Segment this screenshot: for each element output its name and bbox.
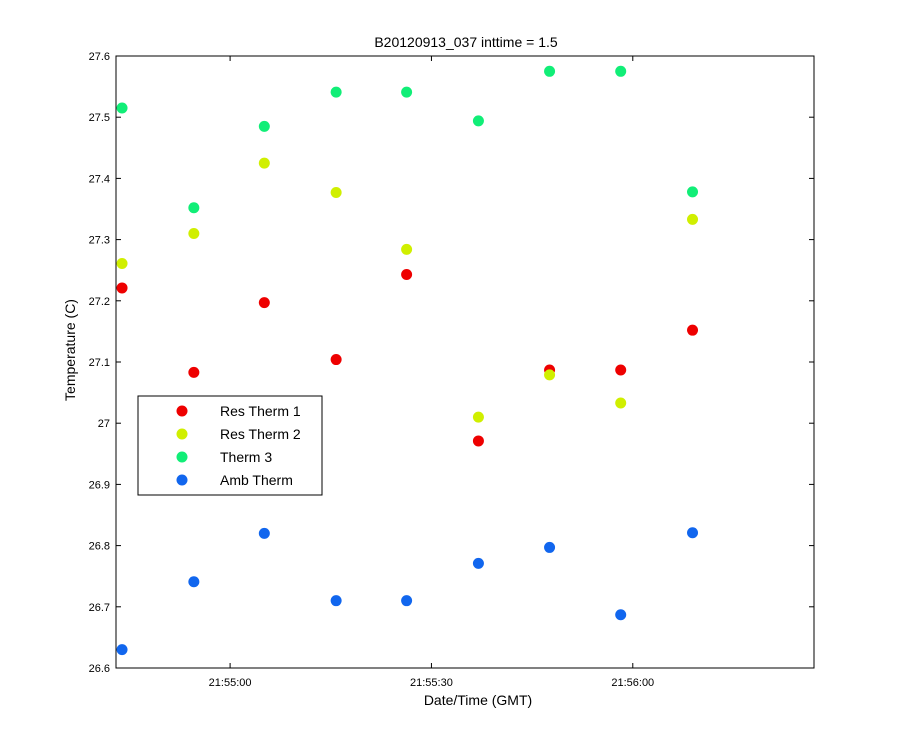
data-point xyxy=(330,86,342,98)
data-point xyxy=(258,120,270,132)
data-point xyxy=(544,369,556,381)
y-tick-label: 26.7 xyxy=(89,602,110,614)
y-tick-label: 27.1 xyxy=(89,357,110,369)
series-res-therm-1 xyxy=(116,268,699,447)
data-point xyxy=(258,297,270,309)
data-point xyxy=(116,102,128,114)
series-therm-3 xyxy=(116,65,699,214)
y-axis: 26.6 26.7 26.8 26.9 27 27.1 27.2 27.3 27.4 27.5 27… xyxy=(89,51,814,675)
legend: Res Therm 1 Res Therm 2 Therm 3 Amb Therm xyxy=(137,395,323,496)
data-point xyxy=(330,595,342,607)
data-point xyxy=(116,257,128,269)
legend-marker xyxy=(176,451,188,463)
legend-marker xyxy=(176,405,188,417)
data-point xyxy=(188,576,200,588)
data-point xyxy=(472,557,484,569)
data-point xyxy=(188,202,200,214)
y-axis-title: Temperature (C) xyxy=(62,299,78,401)
data-point xyxy=(615,65,627,77)
data-point xyxy=(472,115,484,127)
y-tick-label: 27.5 xyxy=(89,112,110,124)
x-axis: 21:55:00 21:55:30 21:56:00 xyxy=(209,56,654,689)
data-point xyxy=(401,268,413,280)
y-tick-label: 27.3 xyxy=(89,235,110,247)
legend-marker xyxy=(176,428,188,440)
data-point xyxy=(401,595,413,607)
data-point xyxy=(687,324,699,336)
chart-title: B20120913_037 inttime = 1.5 xyxy=(374,34,558,50)
data-point xyxy=(188,227,200,239)
data-point xyxy=(116,644,128,656)
y-tick-label: 27.2 xyxy=(89,296,110,308)
data-point xyxy=(472,435,484,447)
y-tick-label: 26.8 xyxy=(89,541,110,553)
x-tick-label: 21:56:00 xyxy=(611,677,654,689)
y-tick-label: 27.6 xyxy=(89,51,110,63)
data-point xyxy=(615,397,627,409)
y-tick-label: 27.4 xyxy=(89,173,110,185)
legend-marker xyxy=(176,474,188,486)
y-tick-label: 26.6 xyxy=(89,663,110,675)
legend-label: Res Therm 1 xyxy=(220,403,301,419)
data-point xyxy=(258,157,270,169)
series-res-therm-2 xyxy=(116,157,699,423)
data-point xyxy=(615,609,627,621)
y-tick-label: 26.9 xyxy=(89,479,110,491)
data-point xyxy=(687,213,699,225)
x-tick-label: 21:55:30 xyxy=(410,677,453,689)
legend-box xyxy=(137,395,323,496)
data-point xyxy=(544,65,556,77)
data-points xyxy=(116,65,699,656)
legend-label: Therm 3 xyxy=(220,449,272,465)
data-point xyxy=(687,186,699,198)
data-point xyxy=(258,527,270,539)
data-point xyxy=(544,541,556,553)
data-point xyxy=(188,366,200,378)
data-point xyxy=(615,364,627,376)
x-axis-title: Date/Time (GMT) xyxy=(424,692,532,708)
plot-area xyxy=(115,55,815,669)
data-point xyxy=(472,411,484,423)
y-tick-label: 27 xyxy=(98,418,110,430)
data-point xyxy=(116,282,128,294)
data-point xyxy=(330,186,342,198)
series-amb-therm xyxy=(116,527,699,656)
legend-label: Amb Therm xyxy=(220,472,293,488)
data-point xyxy=(687,527,699,539)
legend-label: Res Therm 2 xyxy=(220,426,301,442)
data-point xyxy=(401,86,413,98)
data-point xyxy=(330,354,342,366)
x-tick-label: 21:55:00 xyxy=(209,677,252,689)
data-point xyxy=(401,243,413,255)
